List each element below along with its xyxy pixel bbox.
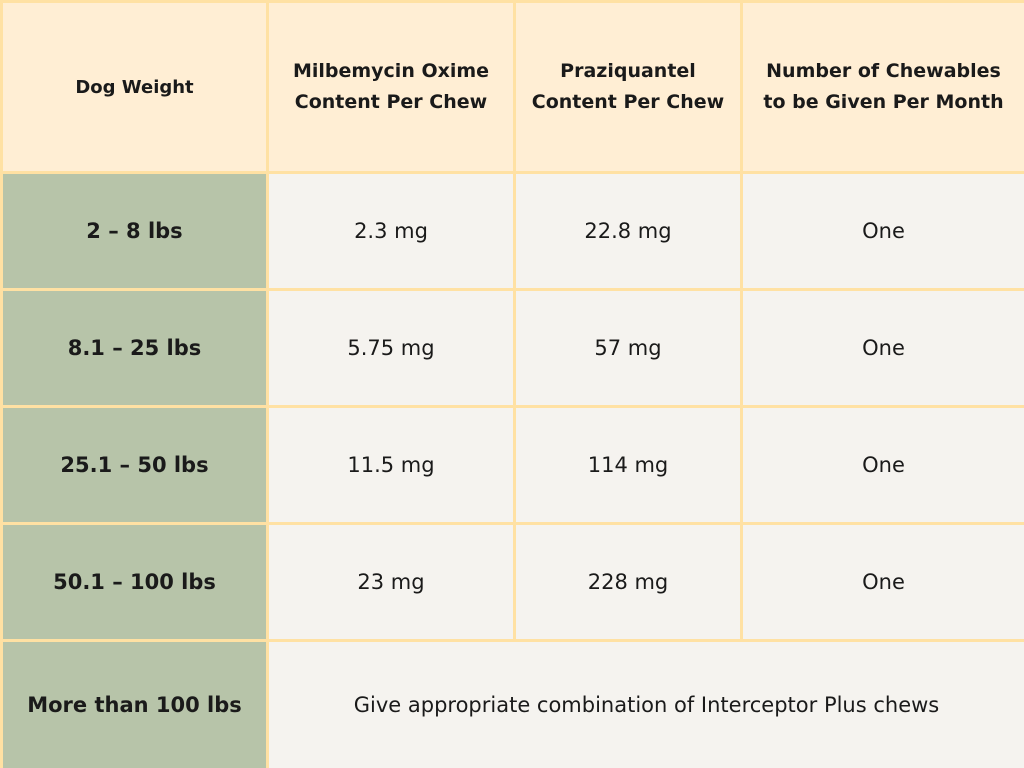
- header-praziquantel: Praziquantel Content Per Chew: [513, 0, 743, 174]
- header-chewables-count: Number of Chewables to be Given Per Mont…: [740, 0, 1024, 174]
- table-row: 2 – 8 lbs 2.3 mg 22.8 mg One: [0, 171, 1024, 291]
- weight-cell: 25.1 – 50 lbs: [0, 405, 269, 525]
- count-cell: One: [740, 171, 1024, 291]
- table-row: 8.1 – 25 lbs 5.75 mg 57 mg One: [0, 288, 1024, 408]
- praziquantel-cell: 228 mg: [513, 522, 743, 642]
- table-row: 50.1 – 100 lbs 23 mg 228 mg One: [0, 522, 1024, 642]
- milbemycin-cell: 2.3 mg: [266, 171, 516, 291]
- table-row-over-100: More than 100 lbs Give appropriate combi…: [0, 639, 1024, 768]
- milbemycin-cell: 11.5 mg: [266, 405, 516, 525]
- count-cell: One: [740, 405, 1024, 525]
- combination-note: Give appropriate combination of Intercep…: [266, 639, 1024, 768]
- count-cell: One: [740, 522, 1024, 642]
- count-cell: One: [740, 288, 1024, 408]
- milbemycin-cell: 23 mg: [266, 522, 516, 642]
- praziquantel-cell: 22.8 mg: [513, 171, 743, 291]
- praziquantel-cell: 57 mg: [513, 288, 743, 408]
- praziquantel-cell: 114 mg: [513, 405, 743, 525]
- milbemycin-cell: 5.75 mg: [266, 288, 516, 408]
- header-dog-weight: Dog Weight: [0, 0, 269, 174]
- header-milbemycin: Milbemycin Oxime Content Per Chew: [266, 0, 516, 174]
- weight-cell: More than 100 lbs: [0, 639, 269, 768]
- weight-cell: 50.1 – 100 lbs: [0, 522, 269, 642]
- header-row: Dog Weight Milbemycin Oxime Content Per …: [0, 0, 1024, 174]
- weight-cell: 8.1 – 25 lbs: [0, 288, 269, 408]
- table-row: 25.1 – 50 lbs 11.5 mg 114 mg One: [0, 405, 1024, 525]
- weight-cell: 2 – 8 lbs: [0, 171, 269, 291]
